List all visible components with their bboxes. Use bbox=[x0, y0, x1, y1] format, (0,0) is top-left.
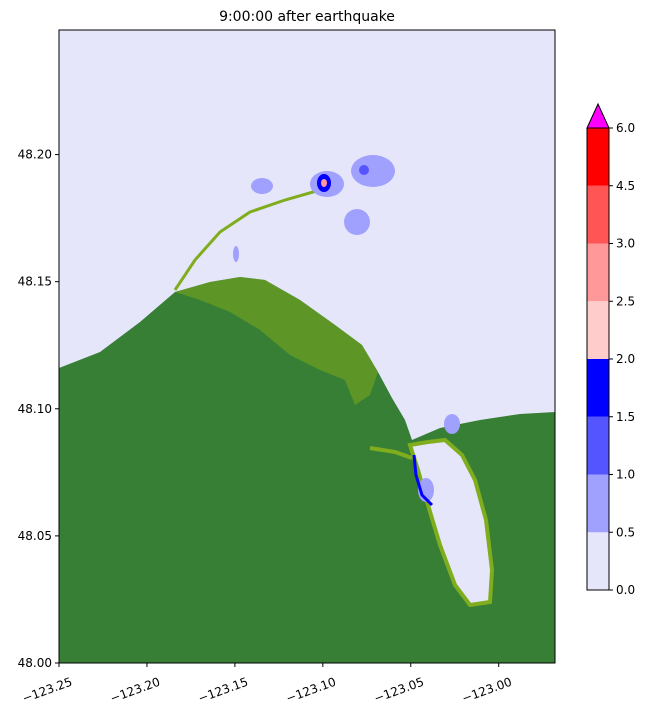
y-tick-label: 48.05 bbox=[18, 529, 52, 543]
colorbar-tick-label: 1.5 bbox=[616, 410, 635, 424]
map-area bbox=[59, 30, 555, 663]
chart-title: 9:00:00 after earthquake bbox=[219, 9, 395, 25]
colorbar-segment bbox=[587, 128, 609, 186]
wave-blob bbox=[321, 179, 327, 187]
colorbar-segment bbox=[587, 243, 609, 302]
wave-blob bbox=[359, 165, 369, 175]
colorbar-extend bbox=[586, 102, 610, 129]
wave-edge bbox=[412, 454, 434, 507]
shallow-land bbox=[175, 277, 378, 405]
x-tick-label: −123.20 bbox=[108, 675, 162, 706]
wave-blob bbox=[233, 246, 239, 262]
colorbar-segment bbox=[587, 474, 609, 533]
wave-blob bbox=[251, 178, 273, 194]
x-tick-label: −123.05 bbox=[372, 675, 426, 706]
colorbar-segment bbox=[587, 185, 609, 244]
spit bbox=[173, 188, 321, 291]
y-tick-label: 48.15 bbox=[18, 275, 52, 289]
wave-blob bbox=[444, 414, 460, 434]
x-tick-label: −123.10 bbox=[284, 675, 338, 706]
colorbar-tick-label: 2.5 bbox=[616, 294, 635, 308]
axes-frame bbox=[58, 29, 556, 664]
y-tick-label: 48.20 bbox=[18, 148, 52, 162]
colorbar-segment bbox=[587, 416, 609, 475]
land bbox=[59, 277, 555, 663]
y-tick-label: 48.00 bbox=[18, 656, 52, 670]
x-tick-label: −123.25 bbox=[20, 675, 74, 706]
colorbar-tick-label: 0.0 bbox=[616, 583, 635, 597]
colorbar-tick-label: 3.0 bbox=[616, 237, 635, 251]
colorbar-segment bbox=[587, 532, 609, 590]
colorbar-tick-label: 1.0 bbox=[616, 468, 635, 482]
x-tick-label: −123.00 bbox=[460, 675, 514, 706]
colorbar-tick-label: 0.5 bbox=[616, 525, 635, 539]
colorbar-tick-label: 2.0 bbox=[616, 352, 635, 366]
colorbar-tick-label: 6.0 bbox=[616, 121, 635, 135]
colorbar-segment bbox=[587, 301, 609, 359]
wave-blob bbox=[344, 209, 370, 235]
y-tick-label: 48.10 bbox=[18, 402, 52, 416]
colorbar-segment bbox=[587, 359, 609, 417]
wave-blob bbox=[351, 155, 395, 187]
shoal bbox=[369, 446, 413, 460]
colorbar-tick-label: 4.5 bbox=[616, 179, 635, 193]
x-tick-label: −123.15 bbox=[196, 675, 250, 706]
